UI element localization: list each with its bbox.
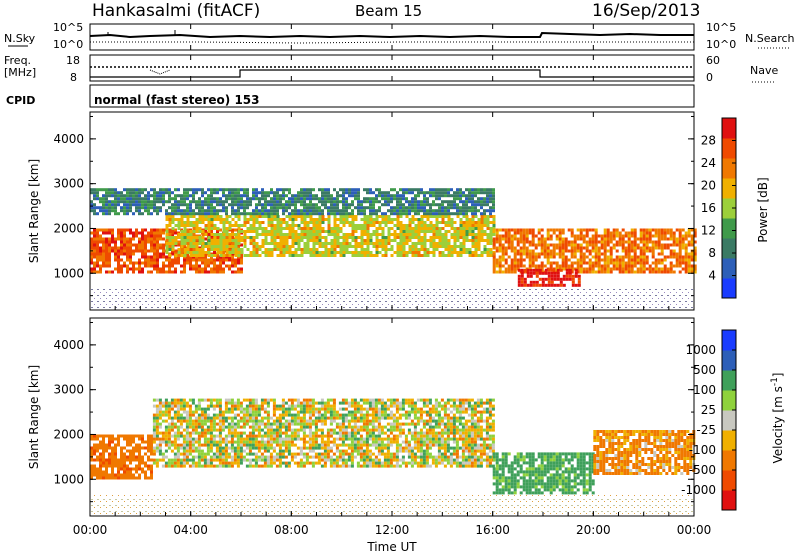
colorbar-swatch xyxy=(722,258,736,279)
colorbar-swatch xyxy=(722,390,736,411)
freq-label-2: [MHz] xyxy=(4,66,36,79)
power-echoes xyxy=(90,188,697,287)
cpid-label: CPID xyxy=(6,94,35,107)
x-tick-label: 00:00 xyxy=(73,523,108,537)
nave-tick-top: 60 xyxy=(706,54,720,67)
velocity-panel: 1000 2000 3000 4000 xyxy=(53,317,696,517)
echo-region xyxy=(165,215,496,257)
colorbar-swatch xyxy=(722,278,736,299)
velocity-colorbar-tick: -500 xyxy=(689,463,716,477)
sky-label: N.Sky xyxy=(4,32,36,45)
power-colorbar-label: Power [dB] xyxy=(756,177,770,242)
freq-tick-top: 18 xyxy=(66,54,80,67)
colorbar-swatch xyxy=(722,410,736,431)
colorbar-swatch xyxy=(722,138,736,159)
y-tick-label: 1000 xyxy=(53,266,84,280)
x-tick-label: 16:00 xyxy=(475,523,510,537)
velocity-echoes xyxy=(90,398,696,495)
date-title: 16/Sep/2013 xyxy=(592,1,700,21)
sky-tick-bottom-right: 10^0 xyxy=(706,38,736,51)
x-tick-label: 08:00 xyxy=(274,523,309,537)
power-colorbar-tick: 16 xyxy=(701,201,716,215)
x-tick-label: 04:00 xyxy=(173,523,208,537)
power-panel: 1000 2000 3000 4000 xyxy=(53,111,697,311)
velocity-colorbar-tick: -1000 xyxy=(681,483,716,497)
cpid-value: normal (fast stereo) 153 xyxy=(94,93,260,107)
x-axis-label: Time UT xyxy=(366,540,417,554)
echo-region xyxy=(593,430,696,475)
y-tick-label: 3000 xyxy=(53,177,84,191)
y-tick-label: 2000 xyxy=(53,221,84,235)
echo-region xyxy=(90,434,153,480)
y-tick-label: 4000 xyxy=(53,338,84,352)
velocity-colorbar-tick: 1000 xyxy=(685,343,716,357)
station-title: Hankasalmi (fitACF) xyxy=(92,1,260,21)
y-tick-label: 2000 xyxy=(53,427,84,441)
velocity-colorbar: 1000 500 100 25 -25 -100 -500 -1000 xyxy=(681,329,737,511)
colorbar-swatch xyxy=(722,198,736,219)
colorbar-swatch xyxy=(722,450,736,471)
search-label: N.Search xyxy=(745,32,795,45)
echo-region xyxy=(492,228,697,274)
power-colorbar: 4 8 12 16 20 24 28 xyxy=(701,117,737,299)
colorbar-swatch xyxy=(722,158,736,179)
colorbar-swatch xyxy=(722,238,736,259)
power-colorbar-tick: 24 xyxy=(701,156,716,170)
echo-region xyxy=(152,398,495,468)
velocity-colorbar-tick: 100 xyxy=(693,383,716,397)
y-tick-label: 4000 xyxy=(53,132,84,146)
freq-label-1: Freq. xyxy=(4,54,31,67)
power-colorbar-tick: 20 xyxy=(701,179,716,193)
freq-tick-bottom: 8 xyxy=(70,71,77,84)
velocity-colorbar-label: Velocity [m s-1] xyxy=(770,373,785,464)
sky-tick-bottom: 10^0 xyxy=(53,38,83,51)
echo-region xyxy=(90,188,495,216)
velocity-colorbar-tick: 500 xyxy=(693,363,716,377)
freq-trace xyxy=(90,69,694,78)
colorbar-swatch xyxy=(722,470,736,491)
power-ylabel: Slant Range [km] xyxy=(27,159,41,263)
noise-sky-trace xyxy=(89,31,694,39)
velocity-colorbar-tick: -25 xyxy=(696,423,716,437)
echo-region xyxy=(492,452,595,495)
sky-tick-top-right: 10^5 xyxy=(706,21,736,34)
power-colorbar-tick: 8 xyxy=(708,246,716,260)
colorbar-swatch xyxy=(722,330,736,351)
echo-region xyxy=(517,268,581,287)
power-colorbar-tick: 28 xyxy=(701,134,716,148)
x-tick-label: 00:00 xyxy=(677,523,712,537)
beam-title: Beam 15 xyxy=(355,2,422,20)
sky-tick-top: 10^5 xyxy=(53,21,83,34)
colorbar-swatch xyxy=(722,350,736,371)
colorbar-swatch xyxy=(722,218,736,239)
colorbar-swatch xyxy=(722,370,736,391)
x-tick-label: 12:00 xyxy=(375,523,410,537)
power-colorbar-tick: 4 xyxy=(708,269,716,283)
colorbar-swatch xyxy=(722,118,736,139)
velocity-ylabel: Slant Range [km] xyxy=(27,365,41,469)
velocity-colorbar-tick: 25 xyxy=(701,403,716,417)
x-axis: 00:00 04:00 08:00 12:00 16:00 20:00 00:00 xyxy=(73,24,712,537)
power-colorbar-tick: 12 xyxy=(701,224,716,238)
y-tick-label: 1000 xyxy=(53,472,84,486)
colorbar-swatch xyxy=(722,430,736,451)
colorbar-swatch xyxy=(722,490,736,511)
x-tick-label: 20:00 xyxy=(576,523,611,537)
velocity-colorbar-tick: -100 xyxy=(689,443,716,457)
nave-tick-bottom: 0 xyxy=(706,71,713,84)
colorbar-swatch xyxy=(722,178,736,199)
y-tick-label: 3000 xyxy=(53,383,84,397)
nave-label: Nave xyxy=(750,64,778,77)
